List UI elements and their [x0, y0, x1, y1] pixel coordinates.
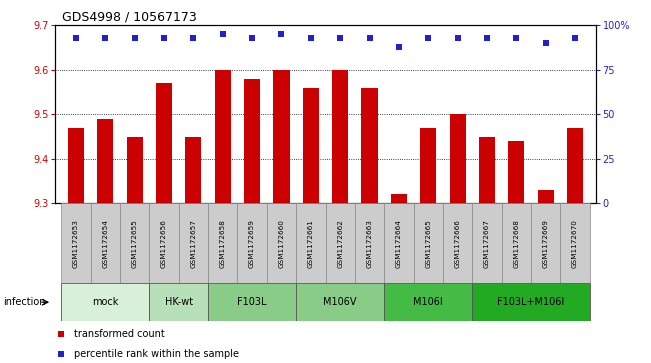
Text: GSM1172656: GSM1172656 [161, 219, 167, 268]
Text: GSM1172670: GSM1172670 [572, 219, 578, 268]
Bar [126, 136, 143, 203]
Text: GSM1172659: GSM1172659 [249, 219, 255, 268]
Bar [296, 203, 326, 283]
Text: GSM1172665: GSM1172665 [425, 219, 431, 268]
Bar [208, 203, 238, 283]
Bar [68, 128, 84, 203]
Bar [97, 119, 113, 203]
Bar [473, 203, 502, 283]
Point [188, 35, 199, 41]
Bar [303, 87, 319, 203]
Bar [384, 283, 473, 321]
Text: GSM1172654: GSM1172654 [102, 219, 108, 268]
Bar [567, 128, 583, 203]
Bar [561, 203, 590, 283]
Bar [238, 203, 267, 283]
Bar [186, 136, 201, 203]
Bar [120, 203, 149, 283]
Bar [420, 128, 436, 203]
Point [394, 44, 404, 50]
Text: transformed count: transformed count [74, 329, 165, 339]
Text: GSM1172664: GSM1172664 [396, 219, 402, 268]
Bar [361, 87, 378, 203]
Bar [502, 203, 531, 283]
Text: GDS4998 / 10567173: GDS4998 / 10567173 [62, 11, 197, 24]
Bar [273, 70, 290, 203]
Point [365, 35, 375, 41]
Bar [156, 83, 172, 203]
Bar [296, 283, 384, 321]
Text: M106I: M106I [413, 297, 443, 307]
Text: mock: mock [92, 297, 118, 307]
Bar [531, 203, 561, 283]
Bar [215, 70, 231, 203]
Bar [473, 283, 590, 321]
Bar [355, 203, 384, 283]
Bar [90, 203, 120, 283]
Point [452, 35, 463, 41]
Point [100, 35, 111, 41]
Text: GSM1172662: GSM1172662 [337, 219, 343, 268]
Bar [267, 203, 296, 283]
Bar [332, 70, 348, 203]
Bar [149, 283, 208, 321]
Point [540, 40, 551, 46]
Bar [391, 195, 407, 203]
Bar [61, 203, 90, 283]
Bar [538, 190, 554, 203]
Text: infection: infection [3, 297, 46, 307]
Bar [384, 203, 413, 283]
Bar [61, 283, 149, 321]
Point [276, 31, 286, 37]
Text: GSM1172661: GSM1172661 [308, 219, 314, 268]
Bar [450, 114, 465, 203]
Point [305, 35, 316, 41]
Bar [326, 203, 355, 283]
Text: GSM1172653: GSM1172653 [73, 219, 79, 268]
Text: GSM1172660: GSM1172660 [279, 219, 284, 268]
Bar [208, 283, 296, 321]
Text: GSM1172663: GSM1172663 [367, 219, 372, 268]
Point [335, 35, 346, 41]
Text: M106V: M106V [324, 297, 357, 307]
Point [423, 35, 434, 41]
Point [71, 35, 81, 41]
Point [159, 35, 169, 41]
Point [570, 35, 580, 41]
Point [247, 35, 257, 41]
Text: percentile rank within the sample: percentile rank within the sample [74, 349, 240, 359]
Text: F103L: F103L [238, 297, 267, 307]
Point [217, 31, 228, 37]
Bar [443, 203, 473, 283]
Bar [479, 136, 495, 203]
Point [130, 35, 140, 41]
Point [511, 35, 521, 41]
Point [369, 79, 380, 85]
Text: HK-wt: HK-wt [165, 297, 193, 307]
Bar [413, 203, 443, 283]
Bar [508, 141, 525, 203]
Text: GSM1172655: GSM1172655 [132, 219, 137, 268]
Bar [178, 203, 208, 283]
Bar [244, 79, 260, 203]
Text: GSM1172666: GSM1172666 [454, 219, 461, 268]
Text: GSM1172657: GSM1172657 [190, 219, 197, 268]
Text: F103L+M106I: F103L+M106I [497, 297, 564, 307]
Text: GSM1172658: GSM1172658 [220, 219, 226, 268]
Point [482, 35, 492, 41]
Text: GSM1172667: GSM1172667 [484, 219, 490, 268]
Bar [149, 203, 178, 283]
Text: GSM1172669: GSM1172669 [543, 219, 549, 268]
Point [369, 260, 380, 266]
Text: GSM1172668: GSM1172668 [514, 219, 519, 268]
